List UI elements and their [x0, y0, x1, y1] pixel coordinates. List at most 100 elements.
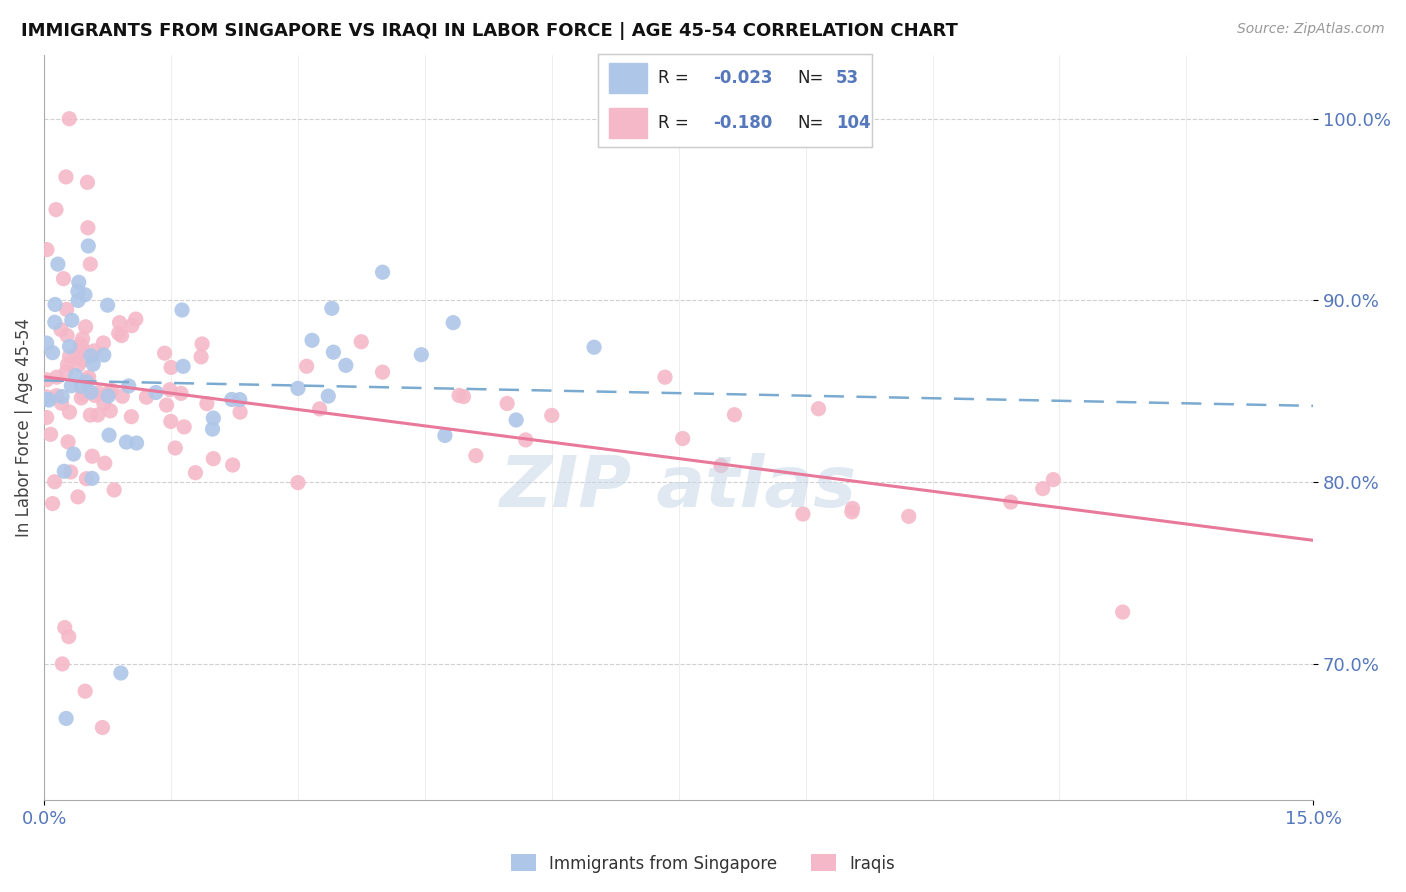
- Point: [195, 397, 218, 411]
- Point: [91, 721, 114, 735]
- Point: [77, 370, 100, 384]
- Point: [69, 337, 91, 351]
- Point: [654, 370, 676, 384]
- Point: [65, 348, 87, 362]
- Point: [87, 408, 110, 422]
- Point: [201, 422, 224, 436]
- Point: [79, 257, 101, 271]
- Point: [110, 328, 132, 343]
- Legend: Immigrants from Singapore, Iraqis: Immigrants from Singapore, Iraqis: [505, 847, 901, 880]
- Point: [170, 303, 193, 318]
- Point: [76, 373, 98, 387]
- Point: [44, 475, 66, 489]
- Point: [202, 451, 225, 466]
- Point: [172, 359, 194, 374]
- Point: [82, 450, 104, 464]
- Point: [308, 401, 330, 416]
- Point: [453, 390, 475, 404]
- Point: [44, 297, 66, 311]
- Point: [75, 375, 97, 389]
- Y-axis label: In Labor Force | Age 45-54: In Labor Force | Age 45-54: [15, 318, 32, 537]
- Point: [45, 370, 67, 384]
- Point: [103, 483, 125, 497]
- Point: [58, 405, 80, 419]
- Point: [83, 343, 105, 358]
- Point: [35, 390, 58, 404]
- Point: [350, 334, 373, 349]
- Point: [53, 621, 76, 635]
- Text: R =: R =: [658, 114, 689, 132]
- Point: [55, 711, 77, 725]
- Point: [111, 389, 134, 403]
- Text: -0.180: -0.180: [713, 114, 772, 132]
- Point: [229, 392, 252, 407]
- Point: [125, 312, 148, 326]
- Point: [38, 392, 60, 407]
- Point: [184, 466, 207, 480]
- Point: [94, 456, 117, 470]
- Point: [316, 389, 339, 403]
- Bar: [609, 108, 647, 138]
- Point: [107, 326, 129, 341]
- Point: [67, 275, 90, 289]
- Point: [76, 175, 98, 189]
- Point: [70, 379, 93, 393]
- Point: [98, 404, 121, 418]
- Point: [411, 348, 433, 362]
- Point: [49, 323, 72, 337]
- Point: [145, 385, 167, 400]
- Point: [93, 348, 115, 362]
- Point: [58, 630, 80, 644]
- Text: R =: R =: [658, 69, 689, 87]
- Point: [55, 302, 77, 317]
- Point: [160, 414, 183, 428]
- Point: [583, 340, 606, 354]
- Point: [73, 287, 96, 301]
- Point: [66, 490, 89, 504]
- Text: IMMIGRANTS FROM SINGAPORE VS IRAQI IN LABOR FORCE | AGE 45-54 CORRELATION CHART: IMMIGRANTS FROM SINGAPORE VS IRAQI IN LA…: [21, 22, 957, 40]
- Point: [39, 427, 62, 442]
- Point: [72, 332, 94, 346]
- Point: [97, 389, 120, 403]
- Point: [77, 239, 100, 253]
- Point: [322, 345, 344, 359]
- Point: [433, 428, 456, 442]
- Point: [125, 436, 148, 450]
- Point: [59, 465, 82, 479]
- Point: [173, 420, 195, 434]
- Point: [190, 350, 212, 364]
- Point: [65, 368, 87, 383]
- Point: [55, 365, 77, 379]
- Point: [295, 359, 318, 374]
- Point: [464, 449, 486, 463]
- Point: [75, 319, 97, 334]
- Point: [841, 501, 863, 516]
- Point: [75, 684, 97, 698]
- Point: [229, 405, 252, 419]
- Point: [170, 386, 193, 401]
- Point: [66, 285, 89, 299]
- Point: [58, 112, 80, 126]
- Point: [75, 472, 97, 486]
- Point: [371, 265, 394, 279]
- Point: [160, 360, 183, 375]
- Point: [80, 385, 103, 400]
- Point: [153, 346, 176, 360]
- Point: [35, 373, 58, 387]
- Point: [46, 257, 69, 271]
- Point: [110, 665, 132, 680]
- Point: [449, 388, 471, 402]
- Point: [79, 408, 101, 422]
- Point: [98, 385, 121, 400]
- Point: [37, 392, 59, 407]
- Point: [35, 410, 58, 425]
- Point: [723, 408, 745, 422]
- Point: [97, 298, 120, 312]
- Point: [58, 339, 80, 353]
- Point: [165, 441, 187, 455]
- Point: [51, 657, 73, 671]
- Point: [53, 464, 76, 478]
- Point: [87, 385, 110, 400]
- Text: N=: N=: [797, 114, 824, 132]
- Point: [371, 365, 394, 379]
